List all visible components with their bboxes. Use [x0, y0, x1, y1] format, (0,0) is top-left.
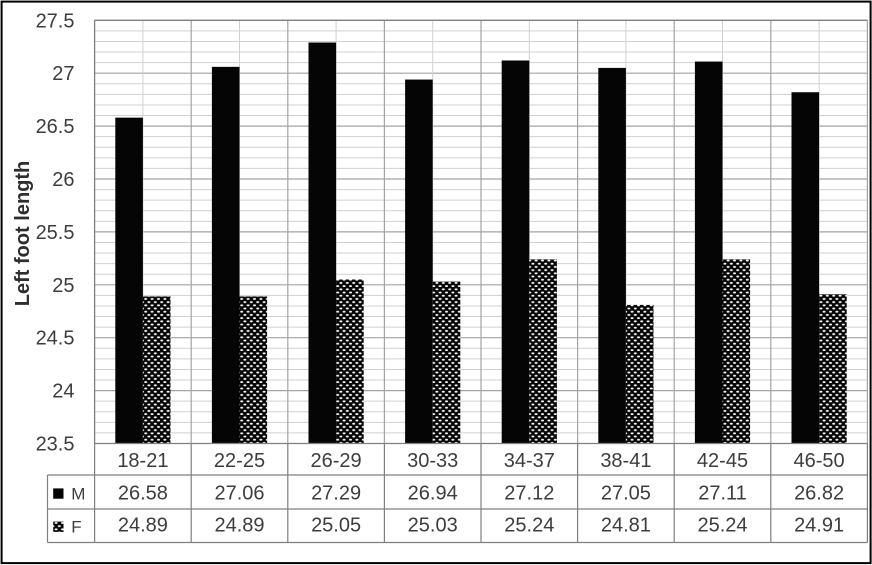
- svg-text:30-33: 30-33: [407, 450, 458, 472]
- svg-text:46-50: 46-50: [794, 450, 845, 472]
- svg-text:M: M: [71, 485, 85, 504]
- svg-text:24.89: 24.89: [118, 514, 168, 536]
- svg-text:24.91: 24.91: [794, 514, 844, 536]
- svg-text:23.5: 23.5: [36, 434, 75, 456]
- svg-text:26.5: 26.5: [36, 116, 75, 138]
- svg-text:34-37: 34-37: [504, 450, 555, 472]
- svg-text:27.5: 27.5: [36, 10, 75, 32]
- svg-text:26.58: 26.58: [118, 483, 168, 505]
- svg-text:26.94: 26.94: [408, 483, 458, 505]
- svg-text:18-21: 18-21: [117, 450, 168, 472]
- svg-text:25.5: 25.5: [36, 222, 75, 244]
- svg-text:27.05: 27.05: [601, 483, 651, 505]
- svg-text:Left foot length: Left foot length: [12, 161, 34, 307]
- svg-text:27.29: 27.29: [311, 483, 361, 505]
- svg-text:25.24: 25.24: [697, 514, 747, 536]
- svg-text:22-25: 22-25: [214, 450, 265, 472]
- svg-text:27.11: 27.11: [698, 483, 747, 505]
- svg-text:42-45: 42-45: [697, 450, 748, 472]
- svg-text:38-41: 38-41: [600, 450, 651, 472]
- svg-text:24.5: 24.5: [36, 328, 75, 350]
- svg-text:24.81: 24.81: [601, 514, 651, 536]
- svg-text:24.89: 24.89: [214, 514, 264, 536]
- svg-text:25.05: 25.05: [311, 514, 361, 536]
- svg-text:F: F: [71, 518, 81, 537]
- svg-text:25.03: 25.03: [408, 514, 458, 536]
- svg-text:25: 25: [52, 275, 74, 297]
- svg-text:27: 27: [52, 63, 74, 85]
- svg-text:26: 26: [52, 169, 74, 191]
- svg-text:25.24: 25.24: [504, 514, 554, 536]
- svg-text:27.06: 27.06: [214, 483, 264, 505]
- svg-text:26-29: 26-29: [311, 450, 362, 472]
- svg-text:27.12: 27.12: [504, 483, 554, 505]
- svg-text:26.82: 26.82: [794, 483, 844, 505]
- svg-text:24: 24: [52, 381, 74, 403]
